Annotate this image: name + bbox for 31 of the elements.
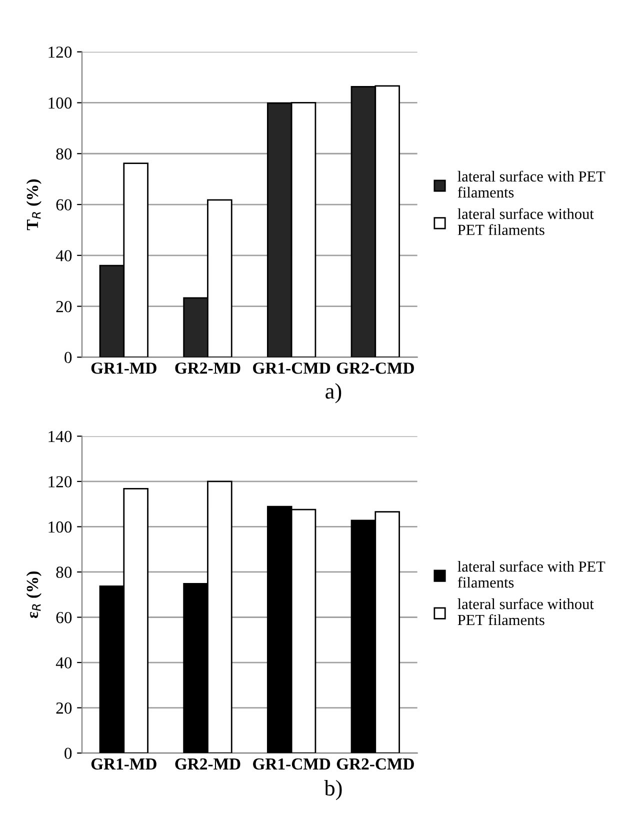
x-tick-label: GR2-CMD [336, 758, 414, 770]
y-tick-label: 40 [56, 250, 72, 262]
x-tick-label: GR2-MD [175, 362, 240, 374]
x-tick-label: GR1-MD [91, 362, 156, 374]
x-tick-label: GR2-CMD [336, 362, 414, 374]
y-tick-label: 100 [48, 97, 72, 109]
text: a) [326, 383, 342, 404]
text: b) [324, 780, 342, 800]
y-tick-label: 0 [64, 352, 72, 364]
y-tick-label: 80 [56, 566, 72, 578]
y-tick-label: 20 [56, 702, 72, 714]
legend-label: lateral surface without PET filaments [458, 598, 594, 626]
y-tick-label: 0 [64, 748, 72, 759]
y-tick-label: 80 [56, 148, 72, 160]
y-tick-label: 100 [48, 521, 72, 533]
legend-label: lateral surface with PET filaments [458, 170, 606, 198]
x-tick-label: GR1-MD [91, 758, 156, 770]
y-tick-label: 140 [48, 430, 72, 442]
legend-label: lateral surface without PET filaments [458, 208, 594, 236]
y-axis-title: T$_{R}$ (%) [26, 179, 42, 230]
y-tick-label: 60 [56, 612, 72, 624]
y-tick-label: 120 [48, 46, 72, 58]
x-tick-label: GR2-MD [175, 758, 240, 770]
legend-label: lateral surface with PET filaments [458, 560, 606, 588]
x-tick-label: GR1-CMD [253, 758, 330, 770]
y-tick-label: 120 [48, 476, 72, 488]
y-tick-label: 60 [56, 199, 72, 210]
y-tick-label: 20 [56, 300, 72, 312]
x-tick-label: GR1-CMD [253, 362, 330, 374]
y-tick-label: 40 [56, 657, 72, 668]
y-axis-title: ε$_{R}$ (%) [26, 571, 42, 618]
